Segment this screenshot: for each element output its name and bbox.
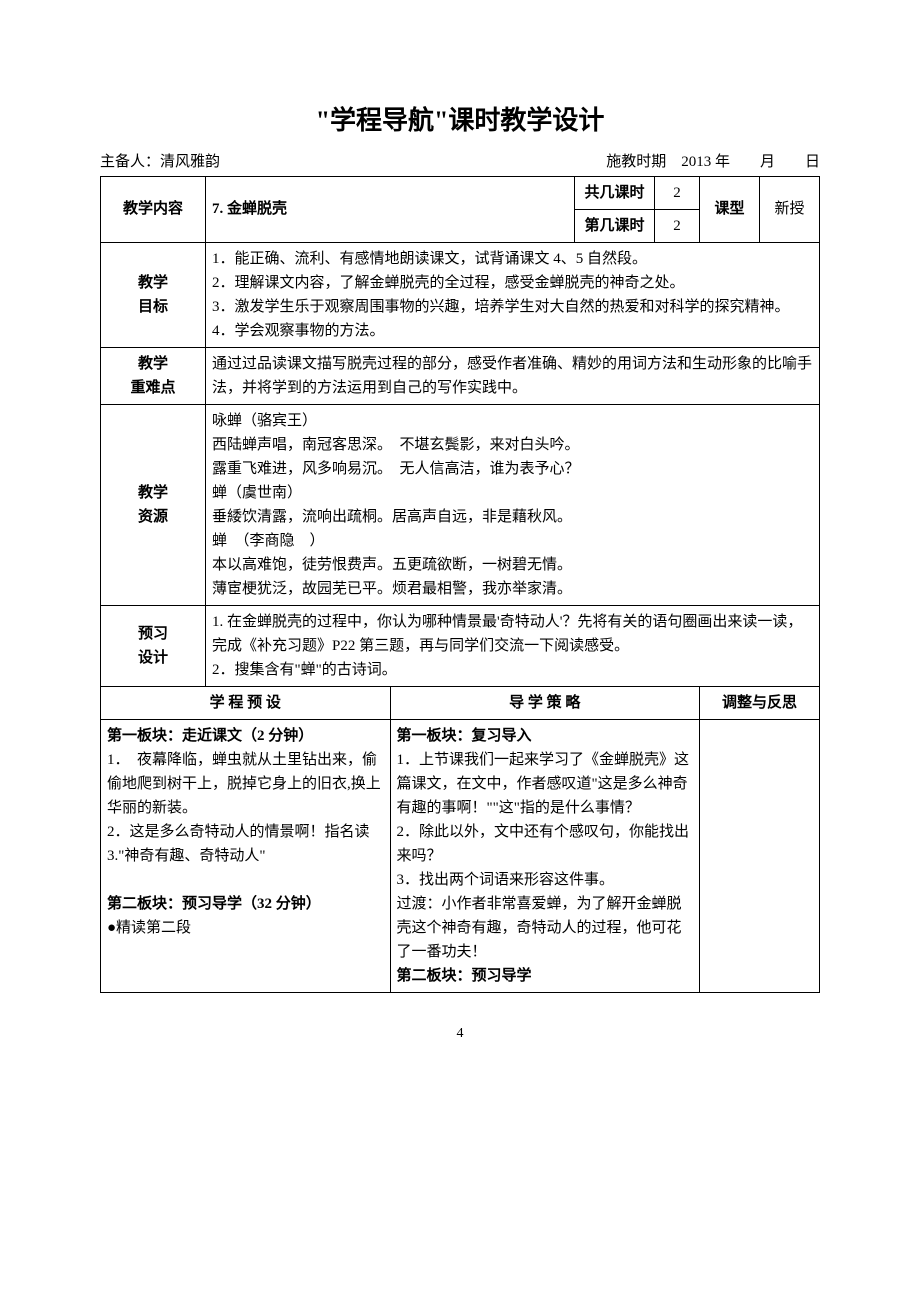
block-title: 第二板块：预习导学: [397, 964, 694, 988]
panel-line: 2．这是多么奇特动人的情景啊！指名读: [107, 820, 384, 844]
total-periods-value: 2: [655, 176, 700, 209]
resources-label: 教学 资源: [101, 404, 206, 605]
goals-content: 1．能正确、流利、有感情地朗读课文，试背诵课文 4、5 自然段。 2．理解课文内…: [206, 242, 820, 347]
resources-content: 咏蝉（骆宾王） 西陆蝉声唱，南冠客思深。 不堪玄鬓影，来对白头吟。 露重飞难进，…: [206, 404, 820, 605]
goal-item: 1．能正确、流利、有感情地朗读课文，试背诵课文 4、5 自然段。: [212, 247, 813, 271]
block-title: 第二板块：预习导学（32 分钟）: [107, 892, 384, 916]
goal-item: 2．理解课文内容，了解金蝉脱壳的全过程，感受金蝉脱壳的神奇之处。: [212, 271, 813, 295]
preview-item: 1. 在金蝉脱壳的过程中，你认为哪种情景最'奇特动人'？先将有关的语句圈画出来读…: [212, 610, 813, 658]
resource-line: 薄宦梗犹泛，故园芜已平。烦君最相警，我亦举家清。: [212, 577, 813, 601]
date-value: 2013 年 月 日: [681, 154, 820, 170]
col-header-mid: 导 学 策 略: [390, 686, 700, 719]
goals-label: 教学 目标: [101, 242, 206, 347]
resource-line: 蝉（虞世南）: [212, 481, 813, 505]
col-header-right: 调整与反思: [700, 686, 820, 719]
panel-line: 1． 夜幕降临，蝉虫就从土里钻出来，偷偷地爬到树干上，脱掉它身上的旧衣,换上华丽…: [107, 748, 384, 820]
panel-line: 过渡：小作者非常喜爱蝉，为了解开金蝉脱壳这个神奇有趣，奇特动人的过程，他可花了一…: [397, 892, 694, 964]
right-panel: [700, 719, 820, 992]
resource-line: 咏蝉（骆宾王）: [212, 409, 813, 433]
block-title: 第一板块：走近课文（2 分钟）: [107, 724, 384, 748]
meta-row: 主备人：清风雅韵 施教时期 2013 年 月 日: [100, 150, 820, 174]
preparer-label: 主备人：: [100, 154, 160, 170]
resource-line: 西陆蝉声唱，南冠客思深。 不堪玄鬓影，来对白头吟。: [212, 433, 813, 457]
preview-label: 预习 设计: [101, 605, 206, 686]
content-label: 教学内容: [101, 176, 206, 242]
panel-line: 1．上节课我们一起来学习了《金蝉脱壳》这篇课文，在文中，作者感叹道"这是多么神奇…: [397, 748, 694, 820]
panel-line: 2．除此以外，文中还有个感叹句，你能找出来吗？: [397, 820, 694, 868]
which-period-label: 第几课时: [575, 209, 655, 242]
preview-content: 1. 在金蝉脱壳的过程中，你认为哪种情景最'奇特动人'？先将有关的语句圈画出来读…: [206, 605, 820, 686]
table-row: 教学内容 7. 金蝉脱壳 共几课时 2 课型 新授: [101, 176, 820, 209]
table-row: 教学 资源 咏蝉（骆宾王） 西陆蝉声唱，南冠客思深。 不堪玄鬓影，来对白头吟。 …: [101, 404, 820, 605]
resource-line: 蝉 （李商隐 ）: [212, 529, 813, 553]
total-periods-label: 共几课时: [575, 176, 655, 209]
page-number: 4: [100, 1023, 820, 1045]
table-row: 第一板块：走近课文（2 分钟） 1． 夜幕降临，蝉虫就从土里钻出来，偷偷地爬到树…: [101, 719, 820, 992]
mid-panel: 第一板块：复习导入 1．上节课我们一起来学习了《金蝉脱壳》这篇课文，在文中，作者…: [390, 719, 700, 992]
page-title: "学程导航"课时教学设计: [100, 100, 820, 142]
panel-line: 3."神奇有趣、奇特动人": [107, 844, 384, 868]
table-row: 预习 设计 1. 在金蝉脱壳的过程中，你认为哪种情景最'奇特动人'？先将有关的语…: [101, 605, 820, 686]
resource-line: 本以高难饱，徒劳恨费声。五更疏欲断，一树碧无情。: [212, 553, 813, 577]
preparer-name: 清风雅韵: [160, 154, 220, 170]
preview-item: 2．搜集含有"蝉"的古诗词。: [212, 658, 813, 682]
teaching-date: 施教时期 2013 年 月 日: [606, 150, 820, 174]
table-row: 教学 目标 1．能正确、流利、有感情地朗读课文，试背诵课文 4、5 自然段。 2…: [101, 242, 820, 347]
preparer: 主备人：清风雅韵: [100, 150, 220, 174]
type-value: 新授: [760, 176, 820, 242]
section-header-row: 学 程 预 设 导 学 策 略 调整与反思: [101, 686, 820, 719]
col-header-left: 学 程 预 设: [101, 686, 391, 719]
resource-line: 垂緌饮清露，流响出疏桐。居高声自远，非是藉秋风。: [212, 505, 813, 529]
lesson-plan-table: 教学内容 7. 金蝉脱壳 共几课时 2 课型 新授 第几课时 2 教学 目标 1…: [100, 176, 820, 993]
which-period-value: 2: [655, 209, 700, 242]
left-panel: 第一板块：走近课文（2 分钟） 1． 夜幕降临，蝉虫就从土里钻出来，偷偷地爬到树…: [101, 719, 391, 992]
resource-line: 露重飞难进，风多响易沉。 无人信高洁，谁为表予心？: [212, 457, 813, 481]
difficulty-label: 教学 重难点: [101, 347, 206, 404]
date-label: 施教时期: [606, 154, 666, 170]
content-value: 7. 金蝉脱壳: [206, 176, 575, 242]
panel-line: 3．找出两个词语来形容这件事。: [397, 868, 694, 892]
difficulty-content: 通过过品读课文描写脱壳过程的部分，感受作者准确、精妙的用词方法和生动形象的比喻手…: [206, 347, 820, 404]
table-row: 教学 重难点 通过过品读课文描写脱壳过程的部分，感受作者准确、精妙的用词方法和生…: [101, 347, 820, 404]
goal-item: 4．学会观察事物的方法。: [212, 319, 813, 343]
type-label: 课型: [700, 176, 760, 242]
goal-item: 3．激发学生乐于观察周围事物的兴趣，培养学生对大自然的热爱和对科学的探究精神。: [212, 295, 813, 319]
block-title: 第一板块：复习导入: [397, 724, 694, 748]
panel-line: ●精读第二段: [107, 916, 384, 940]
